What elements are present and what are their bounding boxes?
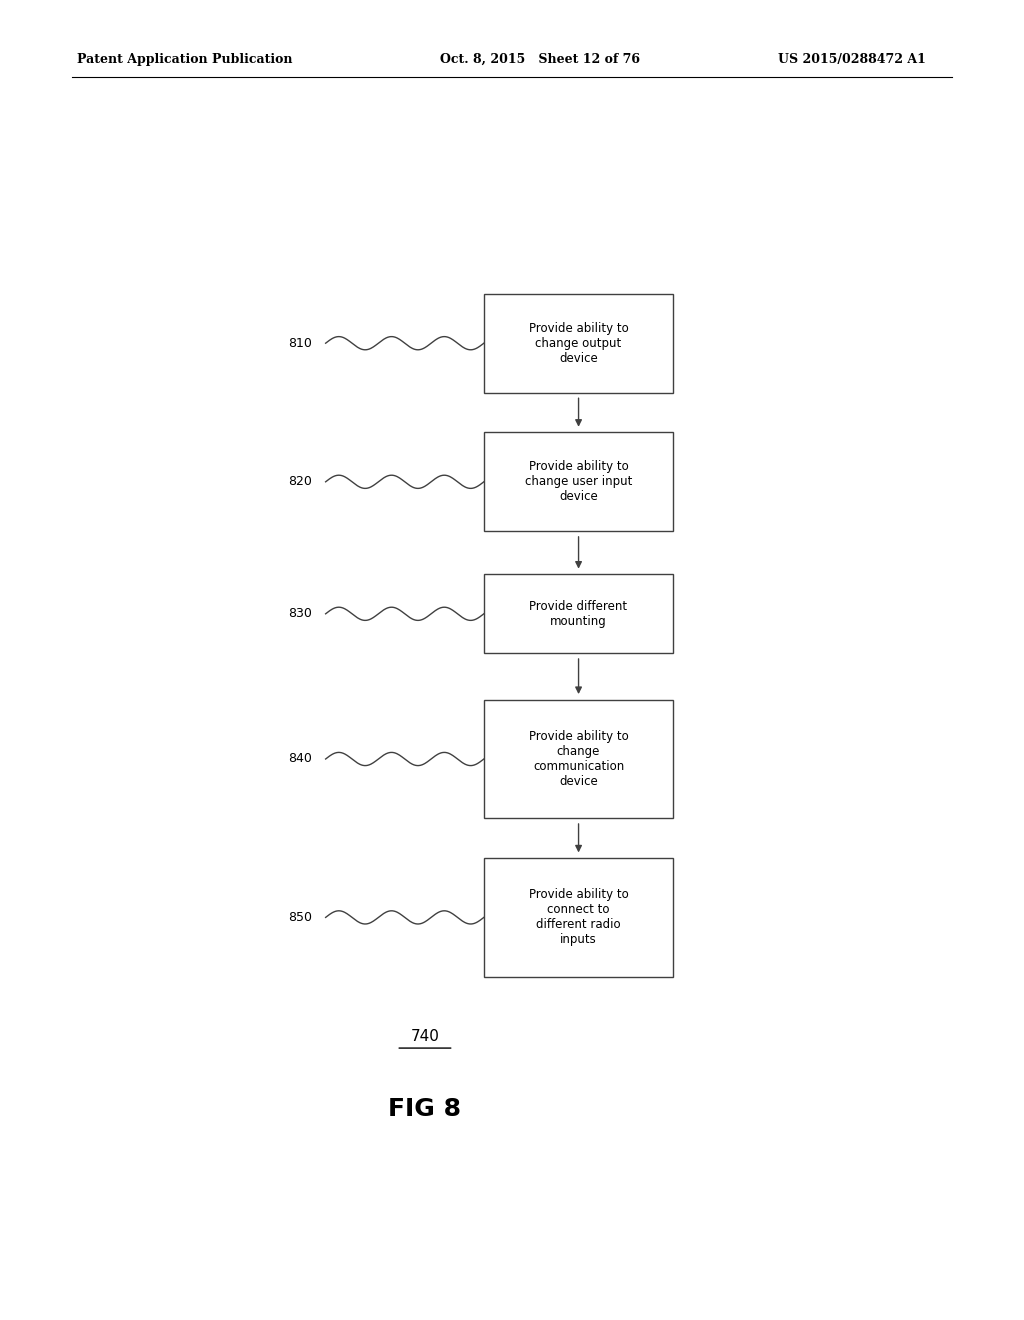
- FancyBboxPatch shape: [483, 294, 674, 393]
- Text: Patent Application Publication: Patent Application Publication: [77, 53, 292, 66]
- Text: Provide different
mounting: Provide different mounting: [529, 599, 628, 628]
- Text: 740: 740: [411, 1028, 439, 1044]
- Text: 810: 810: [289, 337, 312, 350]
- Text: Provide ability to
change user input
device: Provide ability to change user input dev…: [525, 461, 632, 503]
- Text: 830: 830: [289, 607, 312, 620]
- Text: Provide ability to
change output
device: Provide ability to change output device: [528, 322, 629, 364]
- Text: US 2015/0288472 A1: US 2015/0288472 A1: [778, 53, 926, 66]
- FancyBboxPatch shape: [483, 433, 674, 531]
- FancyBboxPatch shape: [483, 574, 674, 653]
- Text: Oct. 8, 2015   Sheet 12 of 76: Oct. 8, 2015 Sheet 12 of 76: [440, 53, 640, 66]
- Text: 840: 840: [289, 752, 312, 766]
- Text: FIG 8: FIG 8: [388, 1097, 462, 1121]
- Text: 820: 820: [289, 475, 312, 488]
- Text: Provide ability to
connect to
different radio
inputs: Provide ability to connect to different …: [528, 888, 629, 946]
- FancyBboxPatch shape: [483, 858, 674, 977]
- Text: 850: 850: [289, 911, 312, 924]
- FancyBboxPatch shape: [483, 700, 674, 818]
- Text: Provide ability to
change
communication
device: Provide ability to change communication …: [528, 730, 629, 788]
